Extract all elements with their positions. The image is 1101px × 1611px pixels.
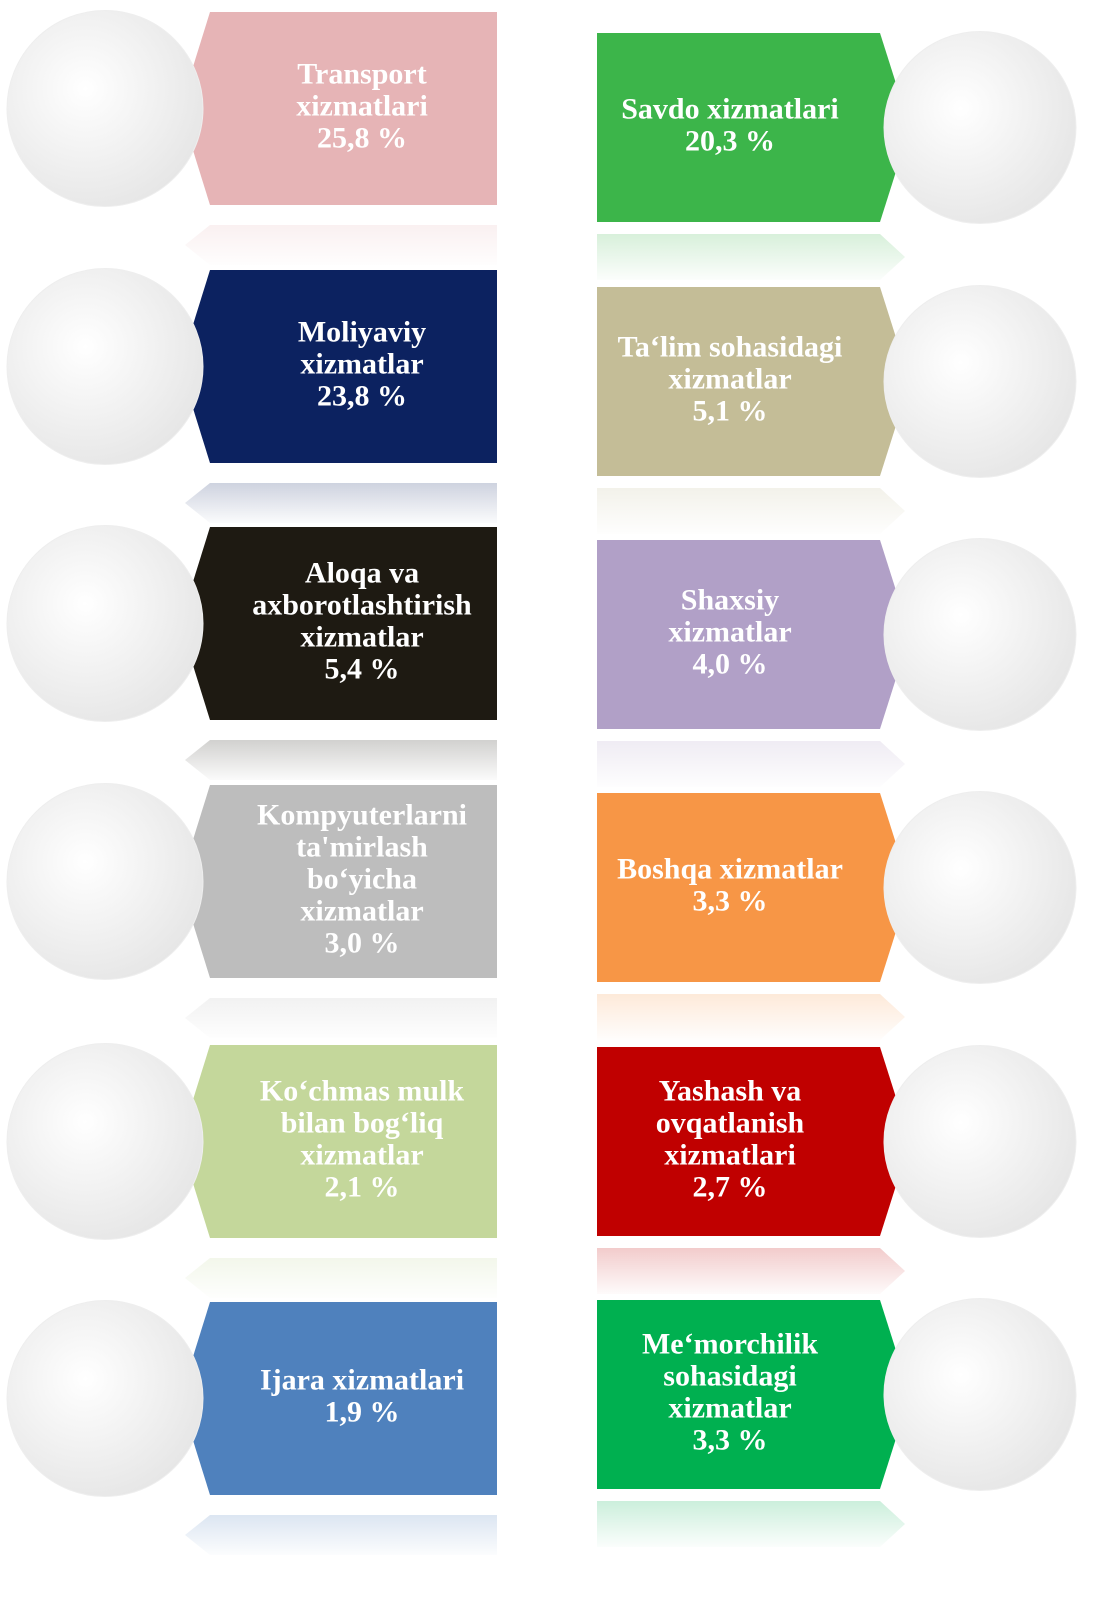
label: 23,8 %	[317, 379, 407, 412]
banner	[597, 1047, 910, 1236]
label: 3,3 %	[693, 1423, 768, 1456]
reflection-fade	[590, 1246, 1101, 1298]
label: 3,0 %	[325, 926, 400, 959]
label: bilan bog‘liq	[281, 1106, 444, 1139]
label: axborotlashtirish	[252, 588, 472, 621]
label: 1,9 %	[325, 1395, 400, 1428]
icon	[6, 1043, 204, 1240]
banner	[597, 793, 910, 982]
label: ovqatlanish	[656, 1106, 805, 1139]
icon	[883, 791, 1077, 984]
label: 2,7 %	[693, 1170, 768, 1203]
banner	[597, 540, 910, 729]
label: Boshqa xizmatlar	[617, 852, 843, 885]
label: ta'mirlash	[296, 830, 428, 863]
reflection-fade	[590, 1499, 1101, 1551]
banner	[180, 785, 497, 978]
icon	[6, 268, 204, 465]
label: Yashash va	[659, 1074, 802, 1107]
banner	[597, 33, 910, 222]
label: xizmatlar	[668, 362, 791, 395]
label: Moliyaviy	[298, 315, 426, 348]
banner	[597, 1300, 910, 1489]
reflection-fade	[590, 992, 1101, 1044]
label: Transport	[297, 57, 426, 90]
reflection-fade	[0, 223, 510, 269]
reflection-fade	[590, 232, 1101, 284]
icon	[6, 1300, 204, 1497]
label: Savdo xizmatlari	[621, 92, 839, 125]
label: xizmatlari	[296, 89, 428, 122]
icon	[6, 10, 204, 207]
icon	[6, 783, 204, 980]
label: Kompyuterlarni	[257, 798, 467, 831]
label: Ta‘lim sohasidagi	[618, 330, 843, 363]
reflection-fade	[590, 486, 1101, 538]
reflection-fade	[590, 739, 1101, 791]
banner	[180, 270, 497, 463]
label: 2,1 %	[325, 1170, 400, 1203]
label: Ijara xizmatlari	[260, 1363, 464, 1396]
label: Me‘morchilik	[642, 1327, 818, 1360]
banner	[180, 12, 497, 205]
label: xizmatlar	[300, 1138, 423, 1171]
reflection-fade	[0, 1256, 510, 1302]
banner	[180, 1045, 497, 1238]
label: Aloqa va	[305, 556, 419, 589]
banner	[180, 1302, 497, 1495]
icon	[6, 525, 204, 722]
label: xizmatlar	[668, 1391, 791, 1424]
banner	[597, 287, 910, 476]
icon	[883, 538, 1077, 731]
label: Shaxsiy	[681, 583, 779, 616]
label: xizmatlar	[668, 615, 791, 648]
label: sohasidagi	[663, 1359, 796, 1392]
reflection-fade	[0, 1513, 510, 1559]
icon	[883, 285, 1077, 478]
label: xizmatlar	[300, 620, 423, 653]
reflection-fade	[0, 738, 510, 784]
label: 3,3 %	[693, 884, 768, 917]
banner	[180, 527, 497, 720]
label: 20,3 %	[685, 124, 775, 157]
reflection-fade	[0, 996, 510, 1042]
icon	[883, 1045, 1077, 1238]
label: 5,1 %	[693, 394, 768, 427]
icon	[883, 1298, 1077, 1491]
label: xizmatlari	[664, 1138, 796, 1171]
label: 4,0 %	[693, 647, 768, 680]
label: bo‘yicha	[307, 862, 417, 895]
label: Ko‘chmas mulk	[260, 1074, 465, 1107]
reflection-fade	[0, 481, 510, 527]
label: xizmatlar	[300, 347, 423, 380]
icon	[883, 31, 1077, 224]
label: xizmatlar	[300, 894, 423, 927]
label: 25,8 %	[317, 121, 407, 154]
label: 5,4 %	[325, 652, 400, 685]
